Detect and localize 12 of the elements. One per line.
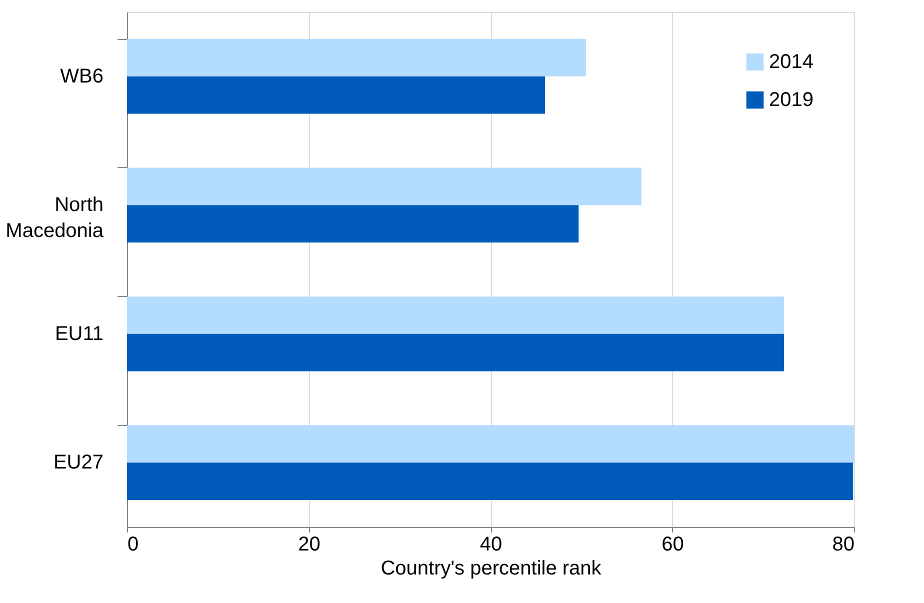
x-tick-label: 60 (662, 534, 684, 556)
y-tick-label: EU11 (54, 322, 104, 345)
x-tick-label: 80 (832, 534, 854, 556)
x-axis-title: Country's percentile rank (380, 558, 602, 580)
y-tick-label: North Macedonia (6, 194, 104, 242)
x-tick-label: 40 (480, 534, 502, 556)
y-tick-label: EU27 (53, 452, 104, 474)
x-tick-label: 20 (298, 534, 320, 556)
legend-label: 2014 (769, 51, 814, 73)
y-tick-label: WB6 (60, 65, 104, 88)
x-tick-label: 0 (128, 534, 139, 556)
legend-label: 2019 (769, 89, 814, 111)
